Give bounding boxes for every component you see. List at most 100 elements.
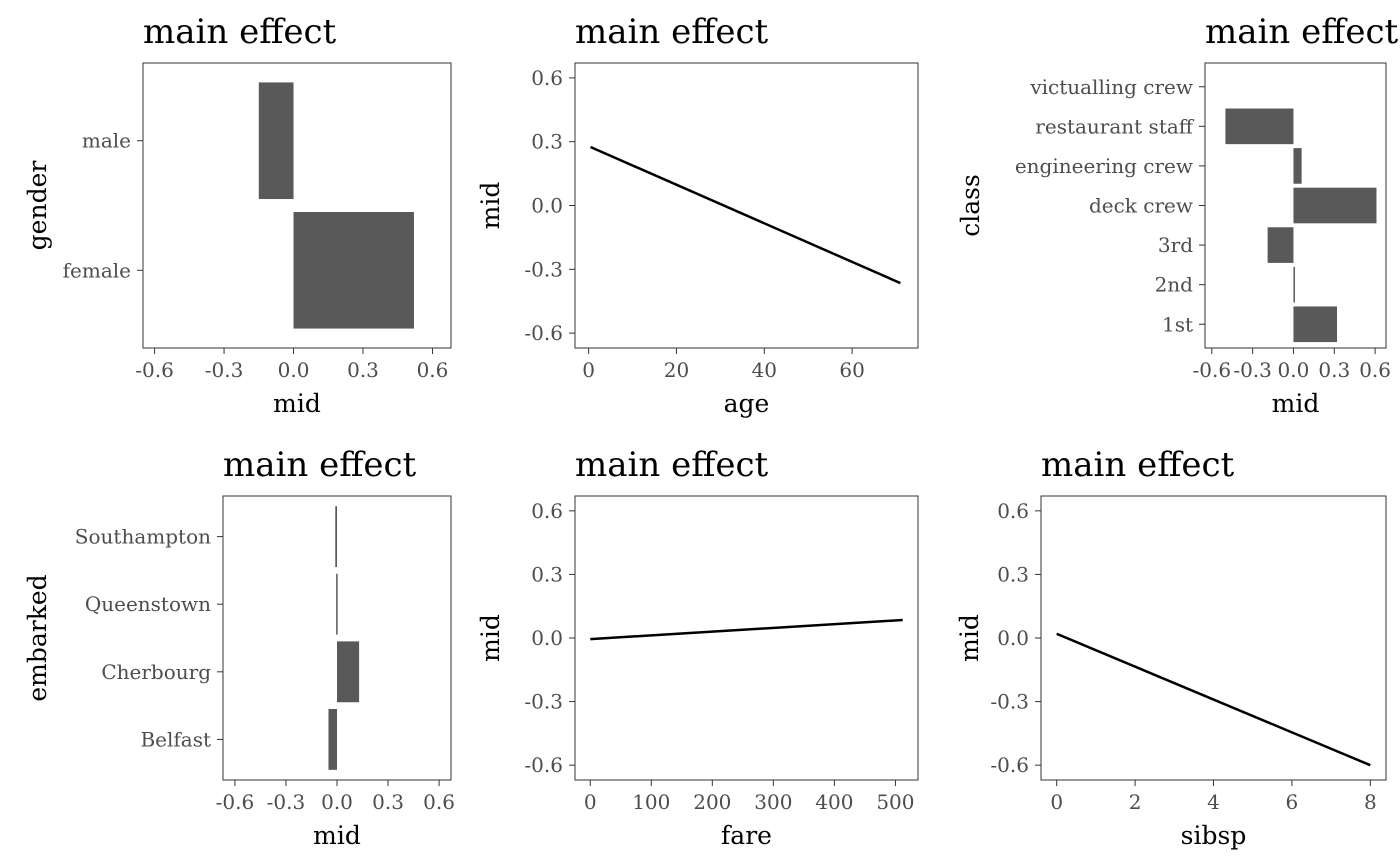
x-axis-title: sibsp [1181,821,1247,850]
y-tick-label: 0.0 [997,626,1029,650]
y-tick-label: victualling crew [1029,75,1193,99]
y-tick-label: restaurant staff [1035,114,1194,138]
x-tick-label: 300 [754,790,792,814]
y-tick-label: engineering crew [1015,154,1193,178]
x-tick-label: 0.0 [1278,358,1310,382]
bar [293,211,414,329]
y-tick-label: Cherbourg [101,660,211,684]
bar [335,506,337,567]
x-tick-label: -0.3 [267,790,306,814]
y-tick-label: 0.0 [531,626,563,650]
y-tick-label: 0.3 [531,130,563,154]
x-axis-title: fare [721,821,772,850]
y-tick-label: deck crew [1089,194,1193,218]
y-tick-label: 0.6 [997,499,1029,523]
x-tick-label: -0.6 [216,790,255,814]
x-tick-label: 0.6 [1359,358,1391,382]
y-tick-label: 0.0 [531,194,563,218]
y-tick-label: 1st [1162,312,1193,336]
y-tick-label: 0.6 [531,499,563,523]
x-axis-title: age [724,389,770,418]
bar [1293,306,1338,343]
x-tick-label: 0.0 [321,790,353,814]
x-tick-label: 0.6 [417,358,449,382]
x-tick-label: 0.6 [423,790,455,814]
y-tick-label: -0.6 [524,321,563,345]
y-tick-label: 0.3 [997,562,1029,586]
series-line [590,618,903,641]
x-axis-title: mid [1272,389,1320,418]
y-tick-label: -0.3 [524,257,563,281]
x-tick-label: 40 [752,358,777,382]
bar [1293,187,1377,224]
chart-title: main effect [575,12,769,52]
y-axis-title: mid [476,182,505,230]
bar [328,709,337,770]
x-tick-label: -0.6 [135,358,174,382]
y-tick-label: 3rd [1158,233,1193,257]
chart-panel-1: main effect -0.6 -0.3 0.0 0.3 0.6 mid gender mal… [23,12,452,418]
plot-panel [574,495,919,781]
x-tick-label: 100 [632,790,670,814]
bar [1225,108,1294,145]
y-tick-label: 2nd [1155,273,1194,297]
x-tick-label: 6 [1286,790,1299,814]
y-tick-label: -0.6 [990,753,1029,777]
x-tick-label: 0.3 [347,358,379,382]
x-axis-title: mid [273,389,321,418]
chart-panel-2: main effect 0 20 40 60 age mid 0.6 0.3 0.0 -0.3 -0.… [476,12,919,418]
y-tick-label: -0.6 [524,753,563,777]
x-tick-label: 0.3 [1318,358,1350,382]
y-axis-title: class [956,174,985,237]
x-tick-label: 0 [582,358,595,382]
x-tick-label: 200 [693,790,731,814]
y-tick-label: 0.6 [531,66,563,90]
y-tick-label: -0.3 [524,690,563,714]
y-tick-label: -0.3 [990,690,1029,714]
plot-panel [1040,495,1387,781]
x-tick-label: -0.3 [205,358,244,382]
y-tick-label: Queenstown [85,592,211,616]
y-axis-title: embarked [23,574,52,701]
x-tick-label: -0.6 [1193,358,1232,382]
chart-title: main effect [143,12,337,52]
plot-panel [574,62,919,349]
x-tick-label: 500 [876,790,914,814]
y-axis-title: gender [23,161,52,251]
bar [337,641,360,703]
chart-title: main effect [223,445,417,485]
x-tick-label: 0 [1050,790,1063,814]
y-tick-label: 0.3 [531,562,563,586]
series-line [1056,632,1371,767]
x-tick-label: 0 [584,790,597,814]
x-tick-label: 8 [1364,790,1377,814]
chart-panel-6: main effect 0 2 4 6 8 sibsp mid 0.6 0.3 0.0 -0.3 -0.… [955,445,1387,850]
chart-panel-5: main effect 0 100 200 300 400 500 fare mid 0.6 0.3… [476,445,919,850]
bar [258,82,294,200]
y-tick-label: female [63,258,131,282]
x-tick-label: -0.3 [1233,358,1272,382]
y-axis-title: mid [476,614,505,662]
x-axis-title: mid [313,821,361,850]
y-tick-label: Southampton [75,525,211,549]
x-tick-label: 0.0 [278,358,310,382]
x-tick-label: 2 [1129,790,1142,814]
y-axis-title: mid [955,614,984,662]
x-tick-label: 4 [1207,790,1220,814]
chart-title: main effect [1041,445,1235,485]
x-tick-label: 400 [815,790,853,814]
bar [1293,266,1295,303]
chart-panel-3: main effect -0.6 -0.3 0.0 0.3 0.6 mid class vict… [956,12,1399,418]
chart-title: main effect [575,445,769,485]
chart-panel-4: main effect -0.6 -0.3 0.0 0.3 0.6 mid embarked S… [23,445,455,850]
x-tick-label: 60 [839,358,864,382]
y-tick-label: male [82,129,131,153]
x-tick-label: 0.3 [372,790,404,814]
series-line [589,145,901,285]
chart-title: main effect [1205,12,1399,52]
y-tick-label: Belfast [140,727,211,751]
x-tick-label: 20 [664,358,689,382]
bar [1267,227,1294,263]
bar [336,573,338,635]
